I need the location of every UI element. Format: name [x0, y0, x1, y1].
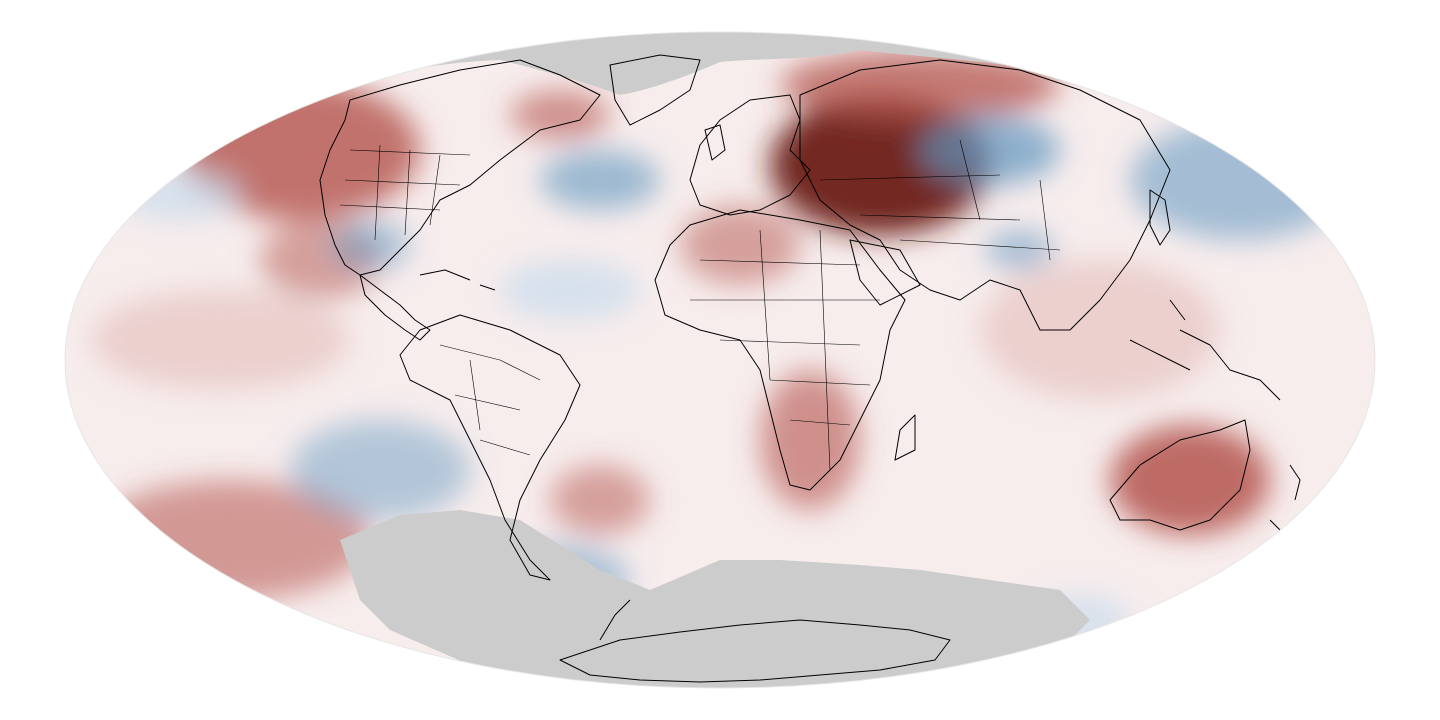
antarctica-outline: [559, 619, 951, 683]
uk-outline: [704, 124, 726, 161]
greenland-outline: [609, 54, 701, 126]
cool-blob-southeast-pacific: [290, 420, 470, 520]
africa-borders: [690, 229, 880, 471]
warm-blob-arctic-siberia: [780, 50, 1060, 120]
warm-blob-north-africa: [680, 205, 800, 285]
cool-blob-north-atlantic: [540, 150, 660, 210]
north-america-outline: [319, 59, 601, 276]
caribbean-islands: [419, 269, 496, 291]
warm-blob-australia: [1110, 425, 1270, 535]
mild-warm-indian-ocean: [980, 260, 1220, 400]
coastlines: [319, 54, 1301, 683]
mild-cool-north-pacific-east: [120, 170, 240, 220]
asia-borders: [819, 139, 1061, 261]
cool-blob-himalaya: [985, 230, 1055, 270]
north-america-states: [339, 144, 471, 241]
cool-blob-us-south: [330, 220, 410, 270]
africa-outline: [654, 209, 906, 491]
mild-cool-atlantic: [500, 260, 640, 320]
cool-blob-central-asia: [920, 115, 1060, 185]
madagascar-outline: [894, 414, 916, 461]
arabia-outline: [849, 239, 921, 306]
south-america-borders: [439, 344, 541, 456]
mild-warm-east-pacific: [90, 290, 350, 390]
australia-outline: [1109, 419, 1251, 531]
japan-outline: [1149, 189, 1171, 246]
asia-outline: [799, 59, 1171, 331]
warm-blob-south-atlantic: [550, 465, 650, 535]
globe-outline: [64, 31, 1376, 689]
europe-outline: [689, 94, 811, 216]
central-america-outline: [359, 274, 431, 341]
warm-blob-southern-africa: [760, 370, 860, 510]
southeast-asia-islands: [1129, 299, 1281, 401]
south-america-outline: [399, 314, 581, 581]
warm-blob-canada: [510, 90, 610, 140]
cool-blob-north-pacific-west: [1130, 120, 1350, 240]
antarctic-no-data: [340, 510, 1090, 688]
antarctic-peninsula: [599, 599, 631, 641]
